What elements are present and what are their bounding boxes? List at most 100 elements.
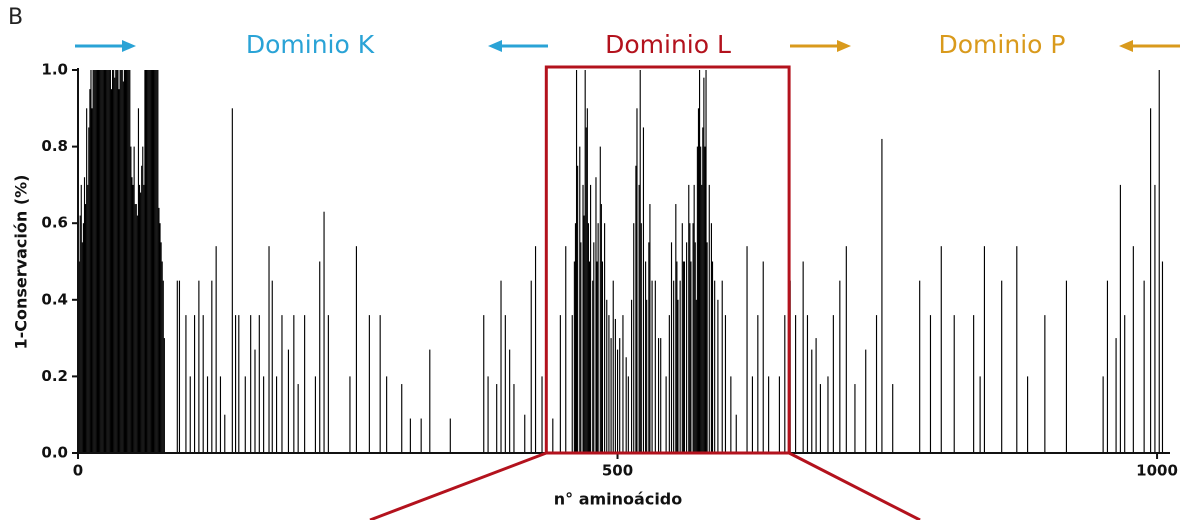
y-axis-label: 1-Conservación (%)	[12, 175, 31, 350]
bar	[150, 70, 152, 453]
bar	[102, 70, 104, 453]
bar	[215, 246, 217, 453]
bar	[135, 204, 137, 453]
bar	[703, 77, 705, 453]
bar	[600, 204, 602, 453]
bar	[865, 349, 867, 453]
bar	[565, 246, 567, 453]
bar	[845, 246, 847, 453]
bar	[79, 215, 81, 453]
bar	[648, 242, 650, 453]
bar	[1124, 315, 1126, 453]
bar	[103, 70, 105, 453]
bar	[1154, 184, 1156, 453]
bar	[892, 384, 894, 453]
bar	[679, 280, 681, 453]
bar	[668, 315, 670, 453]
bar	[368, 315, 370, 453]
bar	[675, 204, 677, 453]
bar	[185, 315, 187, 453]
bar	[575, 70, 578, 453]
bar	[97, 70, 100, 453]
bar	[573, 261, 575, 453]
bar	[559, 315, 561, 453]
bar	[534, 246, 537, 453]
bar	[702, 127, 704, 453]
bar	[649, 204, 651, 453]
bar	[690, 261, 692, 453]
bar	[784, 315, 786, 453]
bar	[163, 338, 165, 453]
bar	[156, 70, 158, 453]
bar	[420, 418, 422, 453]
bar	[119, 70, 121, 453]
bar	[693, 184, 695, 453]
bar	[1119, 184, 1121, 453]
bar	[697, 108, 700, 454]
bar	[686, 242, 688, 453]
bar	[596, 261, 598, 453]
bar	[409, 418, 411, 453]
bar	[604, 223, 606, 453]
bar	[83, 177, 86, 454]
bar	[238, 315, 240, 453]
bar	[695, 299, 697, 453]
bar	[654, 280, 656, 453]
bar	[670, 242, 673, 453]
bar	[657, 338, 660, 453]
bar	[355, 246, 357, 453]
x-tick-label: 500	[602, 462, 633, 480]
bar	[287, 349, 290, 453]
bar	[271, 280, 273, 453]
bar	[137, 108, 140, 454]
bar	[82, 223, 84, 453]
bar	[1102, 376, 1104, 453]
bar	[696, 146, 698, 453]
bar	[683, 261, 686, 453]
bar	[140, 192, 142, 453]
bar	[250, 315, 252, 453]
bar	[176, 280, 178, 453]
bar	[106, 70, 108, 453]
bar	[688, 184, 690, 453]
bar	[487, 376, 489, 453]
bar	[219, 376, 222, 453]
bar	[819, 384, 821, 453]
bar	[193, 315, 196, 453]
bar	[276, 376, 278, 453]
bar	[580, 242, 582, 453]
bar	[919, 280, 921, 453]
bar	[585, 127, 587, 453]
bar	[1132, 246, 1134, 453]
bar	[146, 70, 148, 453]
bar	[235, 315, 237, 453]
bar	[768, 376, 770, 453]
bar	[705, 70, 707, 453]
y-tick-label: 0.6	[41, 214, 68, 232]
bar	[638, 184, 640, 453]
bar	[117, 70, 119, 453]
bar	[133, 146, 135, 453]
bar	[854, 384, 856, 453]
bar	[504, 315, 506, 453]
bar	[1044, 315, 1046, 453]
bar	[151, 70, 154, 453]
bar	[244, 376, 246, 453]
bar	[1115, 338, 1117, 453]
bar	[587, 223, 589, 453]
bar	[651, 280, 653, 453]
bar	[665, 376, 667, 453]
bar	[586, 108, 588, 454]
bar	[530, 280, 532, 453]
bar	[983, 246, 985, 453]
bar	[676, 261, 678, 453]
bar	[592, 280, 594, 453]
y-tick-label: 0.4	[41, 290, 68, 308]
bar	[211, 280, 213, 453]
x-tick-label: 1000	[1136, 462, 1178, 480]
bar	[698, 70, 701, 453]
bar	[496, 384, 498, 453]
bar	[692, 223, 694, 453]
bar	[386, 376, 388, 453]
bar	[832, 315, 834, 453]
